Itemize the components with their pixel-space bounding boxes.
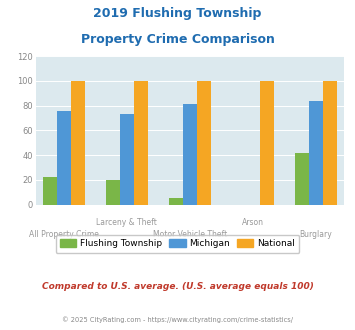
Text: © 2025 CityRating.com - https://www.cityrating.com/crime-statistics/: © 2025 CityRating.com - https://www.city… [62,317,293,323]
Text: Compared to U.S. average. (U.S. average equals 100): Compared to U.S. average. (U.S. average … [42,282,313,291]
Bar [309,101,323,205]
Legend: Flushing Township, Michigan, National: Flushing Township, Michigan, National [56,235,299,253]
Bar [43,178,57,205]
Text: Motor Vehicle Theft: Motor Vehicle Theft [153,230,227,239]
Text: All Property Crime: All Property Crime [29,230,99,239]
Bar [71,81,84,205]
Text: Property Crime Comparison: Property Crime Comparison [81,33,274,46]
Bar [106,180,120,205]
Bar [183,104,197,205]
Text: Burglary: Burglary [300,230,332,239]
Bar [134,81,148,205]
Bar [120,114,134,205]
Bar [57,111,71,205]
Bar [260,81,274,205]
Bar [169,198,183,205]
Text: Larceny & Theft: Larceny & Theft [97,218,157,227]
Bar [197,81,211,205]
Text: 2019 Flushing Township: 2019 Flushing Township [93,7,262,19]
Bar [295,152,309,205]
Text: Arson: Arson [242,218,264,227]
Bar [323,81,337,205]
